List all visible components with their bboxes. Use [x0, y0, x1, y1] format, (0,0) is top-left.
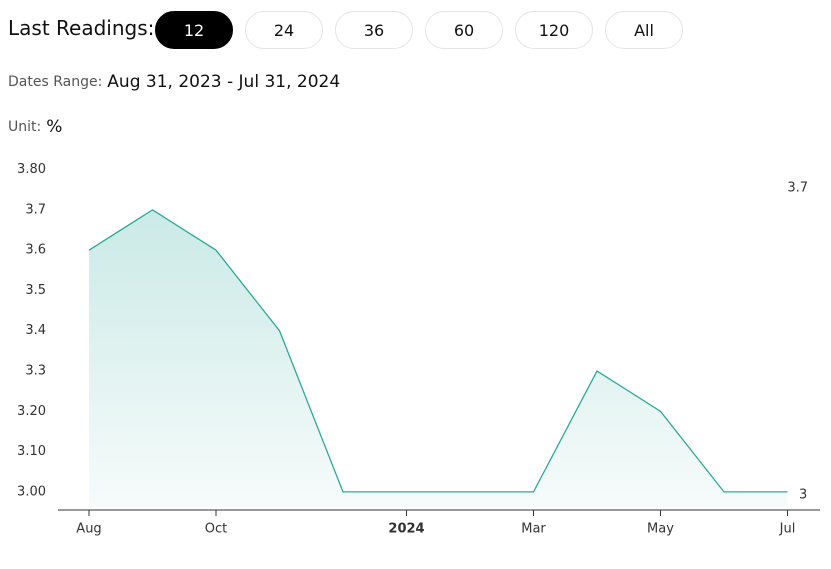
area — [89, 209, 788, 507]
readings-row: Last Readings: — [8, 16, 154, 40]
max-label: 3.7 — [787, 181, 808, 196]
x-tick-label: Mar — [521, 522, 546, 537]
last-label: 3 — [799, 487, 807, 502]
x-tick-label: Jul — [779, 522, 796, 537]
chart: 3.00 3.10 3.20 3.3 3.4 3.5 3.6 3.7 3.80 Aug Oct 202… — [17, 163, 820, 537]
y-tick-label: 3.80 — [17, 163, 46, 177]
unit-row: Unit: % — [8, 117, 62, 137]
x-tick-label: Oct — [205, 522, 227, 537]
unit-value: % — [46, 117, 63, 137]
range-button[interactable]: All — [605, 11, 683, 49]
y-tick-label: 3.4 — [25, 323, 46, 338]
unit-label: Unit: — [8, 119, 42, 135]
x-tick-label: Aug — [76, 522, 101, 537]
x-tick-label: 2024 — [388, 522, 424, 537]
y-tick-label: 3.00 — [17, 484, 46, 499]
dates-value: Aug 31, 2023 - Jul 31, 2024 — [107, 72, 341, 92]
y-tick-label: 3.20 — [17, 404, 46, 419]
readings-label: Last Readings: — [8, 16, 155, 40]
y-tick-label: 3.5 — [25, 283, 46, 298]
dates-row: Dates Range: Aug 31, 2023 - Jul 31, 2024 — [8, 72, 340, 92]
y-tick-label: 3.6 — [25, 243, 46, 258]
y-tick-label: 3.10 — [17, 444, 46, 459]
range-button[interactable]: 60 — [425, 11, 503, 49]
range-button[interactable]: 24 — [245, 11, 323, 49]
range-button[interactable]: 120 — [515, 11, 593, 49]
y-tick-label: 3.3 — [25, 364, 46, 379]
x-tick-label: May — [647, 522, 674, 537]
dates-label: Dates Range: — [8, 74, 103, 90]
line — [88, 209, 788, 493]
y-tick-label: 3.7 — [25, 202, 46, 217]
range-button[interactable]: 36 — [335, 11, 413, 49]
range-button[interactable]: 12 — [155, 11, 233, 49]
